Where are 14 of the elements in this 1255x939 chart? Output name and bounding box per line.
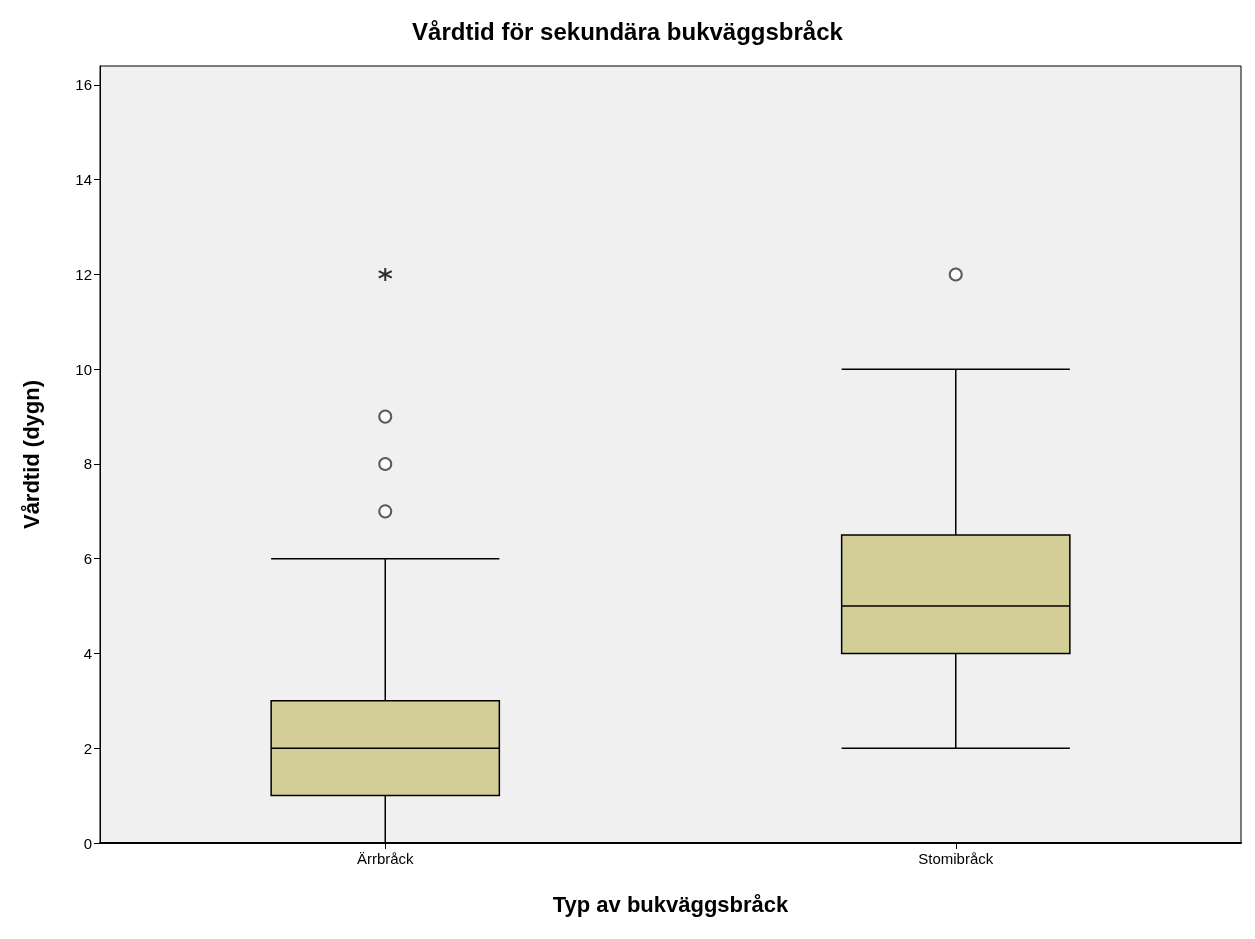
- x-tick-label: Stomibråck: [918, 850, 994, 867]
- y-axis-title: Vårdtid (dygn): [18, 379, 44, 530]
- x-tick-label: Ärrbråck: [356, 850, 415, 867]
- y-tick-label: 6: [83, 550, 92, 568]
- y-tick-label: 10: [75, 360, 92, 378]
- y-tick-label: 4: [83, 644, 92, 662]
- y-tick-label: 0: [83, 834, 92, 852]
- y-tick-label: 16: [75, 76, 92, 94]
- chart-title: Vårdtid för sekundära bukväggsbråck: [412, 17, 844, 45]
- x-axis-title: Typ av bukväggsbråck: [552, 891, 790, 917]
- y-tick-label: 14: [75, 171, 92, 189]
- y-tick-label: 8: [83, 455, 92, 473]
- y-tick-label: 2: [83, 739, 92, 757]
- y-tick-label: 12: [75, 265, 92, 283]
